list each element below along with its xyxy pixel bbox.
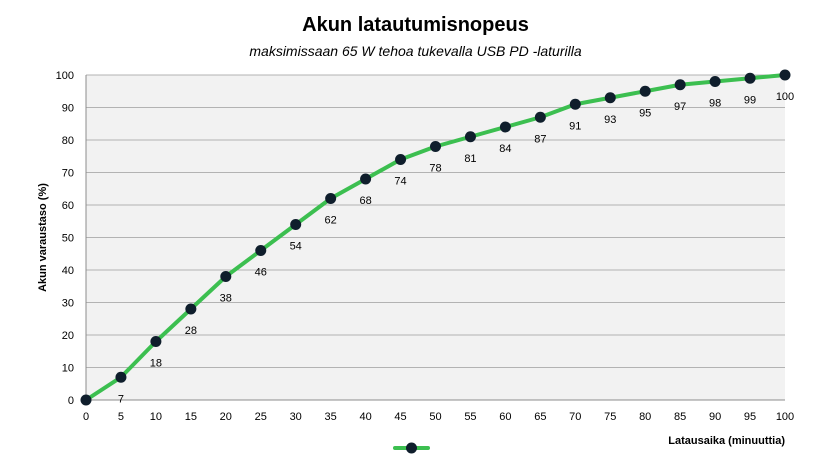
data-label-4: 38 bbox=[220, 293, 232, 305]
data-label-7: 62 bbox=[325, 215, 337, 227]
data-point-19 bbox=[744, 72, 756, 84]
data-point-16 bbox=[639, 85, 651, 97]
x-tick-label-65: 65 bbox=[534, 411, 546, 423]
data-point-9 bbox=[395, 154, 407, 165]
y-tick-label-100: 100 bbox=[56, 70, 74, 82]
y-tick-label-10: 10 bbox=[62, 363, 74, 375]
data-label-16: 95 bbox=[639, 107, 651, 119]
x-tick-label-25: 25 bbox=[255, 411, 267, 423]
chart-subtitle: maksimissaan 65 W tehoa tukevalla USB PD… bbox=[249, 43, 582, 59]
y-tick-label-60: 60 bbox=[62, 200, 74, 212]
data-point-7 bbox=[325, 193, 337, 204]
data-point-10 bbox=[430, 141, 441, 152]
chart-title: Akun latautumisnopeus bbox=[302, 14, 529, 36]
x-tick-label-10: 10 bbox=[150, 411, 162, 423]
y-tick-label-70: 70 bbox=[62, 168, 74, 180]
data-point-11 bbox=[464, 131, 476, 143]
y-tick-label-0: 0 bbox=[68, 395, 74, 407]
data-point-12 bbox=[499, 121, 511, 133]
x-tick-label-60: 60 bbox=[499, 411, 511, 423]
data-point-2 bbox=[150, 336, 162, 347]
data-label-11: 81 bbox=[464, 153, 476, 165]
x-tick-label-15: 15 bbox=[185, 411, 197, 423]
data-point-1 bbox=[115, 371, 127, 383]
x-tick-label-100: 100 bbox=[776, 411, 794, 423]
data-point-0 bbox=[80, 394, 92, 406]
data-point-13 bbox=[534, 111, 546, 123]
y-axis-label: Akun varaustaso (%) bbox=[37, 183, 49, 292]
data-label-12: 84 bbox=[499, 143, 511, 155]
data-label-14: 91 bbox=[569, 120, 581, 132]
data-label-9: 74 bbox=[394, 176, 406, 188]
y-tick-label-20: 20 bbox=[62, 330, 74, 342]
data-label-20: 100 bbox=[776, 91, 794, 103]
x-tick-label-30: 30 bbox=[290, 411, 302, 423]
x-tick-label-75: 75 bbox=[604, 411, 616, 423]
data-point-18 bbox=[709, 76, 721, 87]
legend-marker bbox=[406, 442, 417, 454]
data-label-6: 54 bbox=[290, 241, 302, 253]
data-label-19: 99 bbox=[744, 94, 756, 106]
data-point-8 bbox=[360, 173, 372, 185]
data-label-15: 93 bbox=[604, 114, 616, 126]
x-axis-label: Latausaika (minuuttia) bbox=[668, 435, 785, 447]
x-tick-label-85: 85 bbox=[674, 411, 686, 423]
x-tick-label-70: 70 bbox=[569, 411, 581, 423]
x-tick-label-90: 90 bbox=[709, 411, 721, 423]
y-tick-label-30: 30 bbox=[62, 298, 74, 310]
data-point-5 bbox=[255, 245, 267, 256]
x-tick-label-55: 55 bbox=[464, 411, 476, 423]
data-label-10: 78 bbox=[429, 163, 441, 175]
y-tick-label-50: 50 bbox=[62, 233, 74, 245]
y-tick-label-80: 80 bbox=[62, 135, 74, 147]
y-tick-label-40: 40 bbox=[62, 265, 74, 277]
data-label-8: 68 bbox=[359, 195, 371, 207]
data-label-5: 46 bbox=[255, 267, 267, 279]
x-tick-label-45: 45 bbox=[394, 411, 406, 423]
data-label-13: 87 bbox=[534, 133, 546, 145]
x-tick-label-5: 5 bbox=[118, 411, 124, 423]
x-tick-label-50: 50 bbox=[429, 411, 441, 423]
data-label-1: 7 bbox=[118, 393, 124, 405]
data-point-4 bbox=[220, 271, 232, 282]
data-point-6 bbox=[290, 219, 302, 230]
x-tick-label-20: 20 bbox=[220, 411, 232, 423]
data-label-3: 28 bbox=[185, 325, 197, 337]
x-tick-label-95: 95 bbox=[744, 411, 756, 423]
data-label-18: 98 bbox=[709, 98, 721, 110]
x-tick-label-35: 35 bbox=[325, 411, 337, 423]
data-label-2: 18 bbox=[150, 358, 162, 370]
data-point-20 bbox=[779, 69, 791, 81]
data-label-17: 97 bbox=[674, 101, 686, 113]
data-point-3 bbox=[185, 303, 197, 315]
x-tick-label-40: 40 bbox=[359, 411, 371, 423]
data-point-17 bbox=[674, 79, 686, 91]
x-tick-label-80: 80 bbox=[639, 411, 651, 423]
y-tick-label-90: 90 bbox=[62, 103, 74, 115]
data-point-14 bbox=[569, 98, 581, 110]
x-tick-label-0: 0 bbox=[83, 411, 89, 423]
data-point-15 bbox=[604, 92, 616, 104]
